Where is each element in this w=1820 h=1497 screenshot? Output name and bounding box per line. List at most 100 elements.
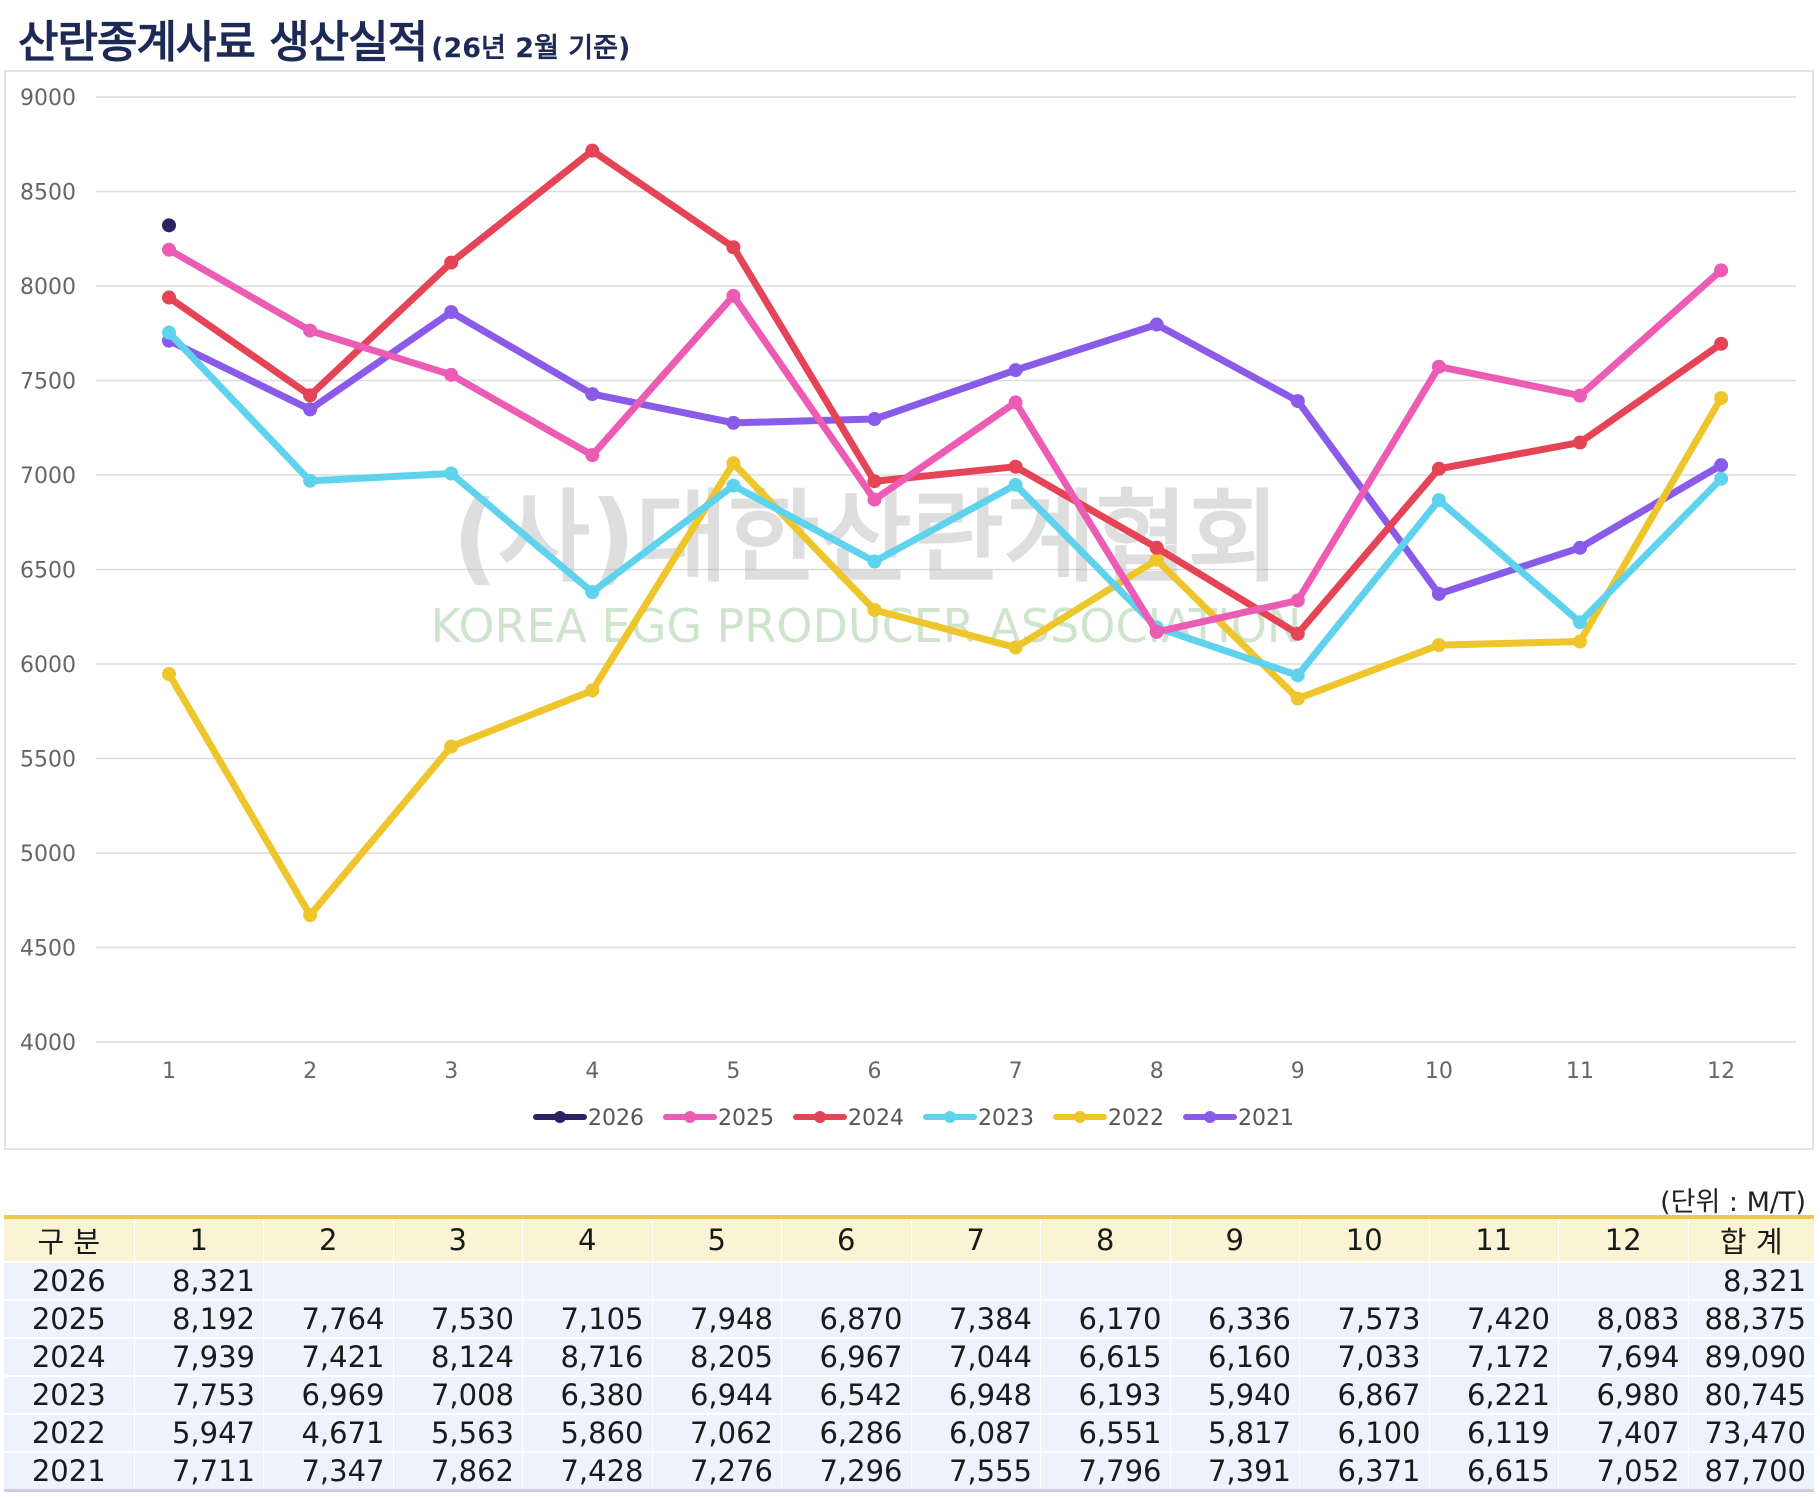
data-point-2026 bbox=[162, 218, 176, 233]
data-point-2024 bbox=[1290, 626, 1305, 641]
y-tick-label: 8000 bbox=[20, 275, 76, 300]
table-cell: 7,421 bbox=[263, 1337, 394, 1376]
table-cell: 4,671 bbox=[263, 1413, 394, 1452]
legend-marker-2022 bbox=[1074, 1111, 1086, 1123]
table-cell: 6,551 bbox=[1040, 1413, 1171, 1452]
data-point-2022 bbox=[867, 602, 882, 617]
header-month: 8 bbox=[1040, 1217, 1171, 1262]
row-year: 2022 bbox=[4, 1413, 135, 1452]
table-row: 2024 7,939 7,421 8,124 8,716 8,205 6,967 7,044 6… bbox=[4, 1337, 1814, 1376]
y-tick-label: 7500 bbox=[20, 370, 76, 395]
table-cell: 7,862 bbox=[393, 1451, 523, 1490]
table-cell bbox=[1558, 1261, 1689, 1300]
table-cell: 7,062 bbox=[652, 1413, 782, 1452]
table-row: 2026 8,321 8,321 bbox=[4, 1261, 1814, 1300]
data-point-2025 bbox=[1149, 624, 1164, 639]
data-point-2023 bbox=[1431, 493, 1446, 508]
x-tick-label: 1 bbox=[162, 1059, 176, 1084]
table-cell: 8,716 bbox=[522, 1337, 653, 1376]
table-cell: 5,563 bbox=[393, 1413, 523, 1452]
data-point-2025 bbox=[1008, 395, 1023, 410]
table-cell: 6,969 bbox=[263, 1375, 394, 1414]
header-month: 7 bbox=[911, 1217, 1041, 1262]
row-year: 2025 bbox=[4, 1299, 135, 1338]
page-subtitle: (26년 2월 기준) bbox=[431, 33, 631, 64]
data-point-2021 bbox=[726, 415, 741, 430]
header-category: 구 분 bbox=[4, 1217, 135, 1262]
data-point-2021 bbox=[1714, 458, 1729, 473]
data-point-2024 bbox=[1149, 540, 1164, 555]
table-cell: 7,948 bbox=[652, 1299, 782, 1338]
table-cell: 7,694 bbox=[1558, 1337, 1689, 1376]
legend-label-2021: 2021 bbox=[1238, 1106, 1294, 1131]
table-cell: 6,944 bbox=[652, 1375, 782, 1414]
legend-label-2023: 2023 bbox=[978, 1106, 1034, 1131]
row-year: 2026 bbox=[4, 1261, 135, 1300]
header-month: 12 bbox=[1558, 1217, 1689, 1262]
data-point-2025 bbox=[444, 367, 459, 382]
table-row: 2023 7,753 6,969 7,008 6,380 6,944 6,542 6,948 6… bbox=[4, 1375, 1814, 1414]
table-cell: 6,380 bbox=[522, 1375, 653, 1414]
table-cell: 7,052 bbox=[1558, 1451, 1689, 1490]
table-cell: 7,753 bbox=[134, 1375, 264, 1414]
header-total: 합 계 bbox=[1688, 1217, 1814, 1262]
data-point-2024 bbox=[1714, 336, 1729, 351]
table-row: 2021 7,711 7,347 7,862 7,428 7,276 7,296 7,555 7… bbox=[4, 1451, 1814, 1490]
series-line-2023 bbox=[165, 329, 1725, 679]
table-cell: 6,100 bbox=[1299, 1413, 1430, 1452]
legend-label-2022: 2022 bbox=[1108, 1106, 1164, 1131]
table-cell: 6,542 bbox=[781, 1375, 912, 1414]
data-point-2021 bbox=[1573, 540, 1587, 555]
table-cell: 6,221 bbox=[1429, 1375, 1559, 1414]
x-tick-label: 9 bbox=[1291, 1059, 1305, 1084]
data-point-2025 bbox=[303, 323, 318, 338]
table-cell: 7,391 bbox=[1170, 1451, 1300, 1490]
data-point-2024 bbox=[1431, 461, 1446, 476]
data-table: 구 분 1 2 3 4 5 6 7 8 9 10 11 12 합 계 2026 8,321 8,321 2025… bbox=[4, 1215, 1814, 1492]
legend-label-2026: 2026 bbox=[588, 1106, 644, 1131]
y-tick-label: 4000 bbox=[20, 1031, 76, 1056]
y-tick-label: 6000 bbox=[20, 653, 76, 678]
table-cell: 7,276 bbox=[652, 1451, 782, 1490]
table-cell: 7,033 bbox=[1299, 1337, 1430, 1376]
table-cell: 7,573 bbox=[1299, 1299, 1430, 1338]
x-tick-label: 6 bbox=[868, 1059, 882, 1084]
table-cell: 6,160 bbox=[1170, 1337, 1300, 1376]
table-cell: 7,764 bbox=[263, 1299, 394, 1338]
table-cell bbox=[1040, 1261, 1171, 1300]
table-cell: 8,205 bbox=[652, 1337, 782, 1376]
y-tick-label: 7000 bbox=[20, 464, 76, 489]
table-cell bbox=[911, 1261, 1041, 1300]
data-point-2022 bbox=[1290, 691, 1305, 706]
data-point-2024 bbox=[1573, 435, 1587, 450]
y-tick-label: 5500 bbox=[20, 748, 76, 773]
y-tick-label: 4500 bbox=[20, 937, 76, 962]
table-cell bbox=[1299, 1261, 1430, 1300]
table-cell: 6,615 bbox=[1040, 1337, 1171, 1376]
data-point-2024 bbox=[162, 290, 176, 305]
table-cell: 5,860 bbox=[522, 1413, 653, 1452]
data-point-2021 bbox=[444, 305, 459, 320]
table-cell: 7,347 bbox=[263, 1451, 394, 1490]
y-tick-label: 5000 bbox=[20, 842, 76, 867]
data-point-2024 bbox=[1008, 459, 1023, 474]
data-point-2021 bbox=[585, 387, 600, 402]
data-point-2025 bbox=[1714, 263, 1729, 278]
series-line-2021 bbox=[165, 308, 1725, 598]
data-point-2023 bbox=[162, 325, 176, 340]
row-total: 8,321 bbox=[1688, 1261, 1814, 1300]
data-point-2022 bbox=[726, 456, 741, 471]
legend-label-2024: 2024 bbox=[848, 1106, 904, 1131]
table-cell bbox=[522, 1261, 653, 1300]
page-title: 산란종계사료 생산실적 bbox=[18, 17, 428, 68]
data-point-2024 bbox=[303, 388, 318, 403]
table-cell: 6,867 bbox=[1299, 1375, 1430, 1414]
data-point-2021 bbox=[1008, 363, 1023, 378]
table-cell: 7,420 bbox=[1429, 1299, 1559, 1338]
data-point-2025 bbox=[162, 242, 176, 257]
data-point-2023 bbox=[867, 554, 882, 569]
legend-marker-2021 bbox=[1204, 1111, 1216, 1123]
table-cell: 6,615 bbox=[1429, 1451, 1559, 1490]
table-cell: 6,967 bbox=[781, 1337, 912, 1376]
data-point-2023 bbox=[1008, 477, 1023, 492]
